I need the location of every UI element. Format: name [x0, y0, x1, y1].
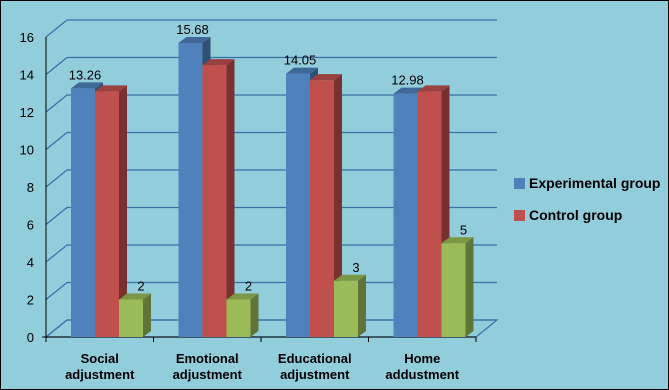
- data-label: 13.26: [69, 67, 102, 82]
- bar: [334, 280, 358, 337]
- legend-swatch-control: [514, 209, 525, 221]
- x-tick-label: addustment: [385, 367, 459, 382]
- x-tick-label: adjustment: [280, 367, 350, 382]
- x-tick-label: Educational: [278, 351, 352, 366]
- bar: [119, 299, 143, 337]
- y-tick-label: 14: [20, 68, 34, 83]
- y-tick-label: 6: [27, 218, 34, 233]
- bar-side: [250, 293, 259, 337]
- x-tick-label: Emotional: [176, 351, 239, 366]
- bar-side: [358, 274, 366, 337]
- bar: [178, 43, 203, 337]
- data-label: 12.98: [391, 73, 424, 88]
- legend-label-control: Control group: [529, 207, 623, 223]
- bar-side: [226, 59, 235, 337]
- bar: [95, 91, 119, 337]
- gridline-3: [45, 206, 497, 225]
- legend-item-experimental: Experimental group: [514, 173, 660, 193]
- legend-swatch-experimental: [514, 177, 525, 189]
- data-label: 5: [460, 222, 467, 237]
- y-tick-label: 16: [20, 30, 34, 45]
- bar-side: [119, 85, 127, 337]
- bar: [393, 93, 418, 337]
- data-label: 15.68: [176, 22, 209, 37]
- x-tick-label: Social: [81, 351, 119, 366]
- bar-top: [441, 237, 474, 244]
- y-tick-label: 2: [27, 293, 34, 308]
- y-tick-label: 8: [27, 180, 34, 195]
- bar: [202, 65, 227, 337]
- bar-top: [334, 274, 366, 281]
- gridline-2: [45, 244, 497, 263]
- bar-top: [178, 37, 211, 43]
- bar: [310, 80, 334, 337]
- bar-top: [286, 67, 318, 74]
- data-label: 3: [352, 260, 359, 275]
- bar-top: [71, 82, 103, 89]
- bar-side: [334, 74, 342, 337]
- bar-top: [417, 85, 450, 92]
- gridline-4: [45, 169, 497, 188]
- bar-top: [226, 293, 259, 300]
- y-tick-label: 0: [27, 330, 34, 345]
- bar-top: [95, 85, 127, 92]
- bar: [226, 299, 251, 337]
- x-tick-label: Home: [404, 351, 440, 366]
- legend-label-experimental: Experimental group: [529, 175, 661, 191]
- y-tick-label: 12: [20, 105, 34, 120]
- x-tick-label: adjustment: [173, 367, 243, 382]
- bar: [71, 88, 95, 337]
- y-tick-label: 4: [27, 255, 34, 270]
- gridline-6: [45, 94, 497, 113]
- bar: [286, 73, 310, 337]
- bar-top: [310, 74, 342, 81]
- bar-side: [465, 237, 474, 337]
- bar-top: [119, 293, 151, 300]
- data-label: 2: [137, 279, 144, 294]
- gridline-8: [45, 19, 497, 38]
- chart-legend: Experimental group Control group: [514, 173, 660, 237]
- data-label: 2: [245, 279, 252, 294]
- bar: [441, 243, 466, 337]
- data-label: 14.05: [284, 53, 317, 68]
- legend-item-control: Control group: [514, 205, 660, 225]
- gridline-5: [45, 131, 497, 150]
- bar-top: [202, 59, 235, 66]
- bar-side: [143, 293, 151, 337]
- bar: [417, 91, 442, 337]
- y-tick-label: 10: [20, 143, 34, 158]
- gridline-7: [45, 56, 497, 75]
- x-tick-label: adjustment: [65, 367, 135, 382]
